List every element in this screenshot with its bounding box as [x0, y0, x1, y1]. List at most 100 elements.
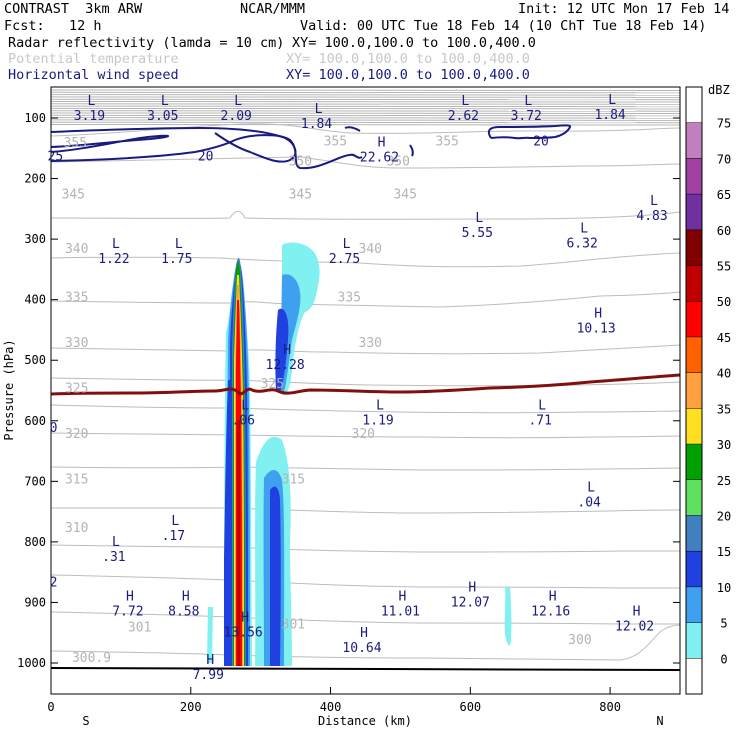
extremum-type: H	[283, 343, 291, 358]
colorbar-label: 10	[717, 581, 731, 595]
theta-label: 340	[359, 242, 382, 257]
extremum-type: L	[88, 94, 96, 109]
theta-contours	[51, 123, 680, 661]
extremum-value: 12.28	[266, 358, 305, 373]
y-tick-label: 100	[24, 111, 46, 125]
extremum-value: 13.56	[224, 626, 263, 641]
x-tick-label: 400	[320, 700, 342, 714]
colorbar-label: 15	[717, 545, 731, 559]
colorbar-swatch	[686, 551, 702, 588]
colorbar-swatch	[686, 586, 702, 624]
extremum-value: 1.84	[301, 117, 332, 132]
theta-dense-line	[51, 110, 680, 112]
theta-label: 335	[338, 291, 361, 306]
wind-label: 0	[50, 421, 58, 436]
extremum-value: 12.02	[615, 620, 654, 635]
x-tick-label: 200	[180, 700, 202, 714]
theta-label: 315	[282, 472, 305, 487]
theta-label-group: 355 355 355 350 350 345 345 345 340 340 335 335 330 3…	[61, 134, 591, 666]
extremum-value: 1.19	[362, 414, 393, 429]
theta-dense-line	[51, 123, 680, 126]
model-title: CONTRAST 3km ARW	[4, 1, 143, 17]
center-label: NCAR/MMM	[240, 1, 306, 17]
theta-dense-line	[51, 100, 680, 103]
extremum-type: H	[633, 605, 641, 620]
extremum-type: L	[376, 399, 384, 414]
south-label: S	[82, 714, 89, 728]
extremum-type: L	[112, 237, 120, 252]
theta-label: 345	[61, 188, 84, 203]
colorbar-swatch	[686, 194, 702, 231]
colorbar-label: 35	[717, 402, 731, 416]
colorbar-label: 50	[717, 295, 731, 309]
extremum-value: 1.84	[594, 108, 625, 123]
colorbar-swatch	[686, 408, 702, 445]
echo-lower-blue	[270, 486, 281, 666]
y-tick-label: 700	[24, 474, 46, 488]
theta-dense-line	[51, 96, 680, 98]
colorbar-label: 5	[720, 617, 727, 631]
field-xy-reflectivity: XY= 100.0,100.0 to 100.0,400.0	[292, 35, 536, 51]
extremum-type: L	[343, 237, 351, 252]
colorbar-swatch	[686, 372, 702, 409]
theta-label: 355	[324, 134, 347, 149]
theta-dense-line	[51, 117, 680, 119]
colorbar-swatch	[686, 229, 702, 267]
zero-wind-contour	[51, 373, 680, 396]
theta-label: 330	[359, 336, 382, 351]
y-tick-label: 400	[24, 293, 46, 307]
field-label-reflectivity: Radar reflectivity (lamda = 10 cm)	[8, 35, 285, 51]
y-tick-label: 600	[24, 414, 46, 428]
extremum-value: 3.19	[74, 109, 105, 124]
extremum-value: 6.32	[566, 236, 597, 251]
extremum-type: H	[378, 135, 386, 150]
colorbar-label: 45	[717, 331, 731, 345]
x-tick-label: 600	[459, 700, 481, 714]
theta-label: 350	[289, 154, 312, 169]
colorbar-label: 30	[717, 438, 731, 452]
extremum-type: H	[549, 589, 557, 604]
theta-label: 320	[65, 427, 88, 442]
extremum-value: 2.75	[329, 252, 360, 267]
colorbar-label: 75	[717, 117, 731, 131]
wind-label-group: 25 20 20 0 2	[48, 134, 549, 590]
extremum-value: 10.13	[577, 322, 616, 337]
extremum-type: H	[594, 307, 602, 322]
extremum-type: L	[524, 94, 532, 109]
extremum-value: .31	[102, 550, 125, 565]
echo-cyan-left	[207, 607, 213, 663]
extremum-type: L	[112, 535, 120, 550]
wind-label: 20	[198, 150, 214, 165]
extremum-type: L	[241, 399, 249, 414]
extremum-value: 11.01	[381, 604, 420, 619]
extremum-type: H	[206, 653, 214, 668]
extremum-value: .71	[528, 414, 551, 429]
colorbar-swatch	[686, 658, 702, 695]
theta-label: 335	[65, 291, 88, 306]
colorbar-label: 20	[717, 509, 731, 523]
theta-dense-contours	[51, 89, 680, 126]
theta-dense-line	[51, 107, 680, 110]
extremum-value: 2.62	[448, 109, 479, 124]
x-tick-label: 0	[47, 700, 54, 714]
extremum-type: L	[538, 399, 546, 414]
theta-label: 345	[289, 188, 312, 203]
colorbar-frame	[685, 86, 703, 695]
theta-dense-line	[51, 89, 680, 91]
theta-label: 320	[352, 427, 375, 442]
field-label-wind: Horizontal wind speed	[8, 67, 179, 83]
theta-dense-line	[51, 98, 680, 101]
theta-label: 330	[65, 336, 88, 351]
wind-label: 25	[48, 150, 64, 165]
extremum-type: H	[468, 580, 476, 595]
field-xy-theta: XY= 100.0,100.0 to 100.0,400.0	[286, 51, 530, 67]
extremum-value: .04	[577, 495, 601, 510]
theta-label: 325	[261, 377, 284, 392]
extremum-type: L	[475, 211, 483, 226]
ground-line	[51, 667, 680, 671]
x-axis: 0 200 400 600 800	[47, 687, 621, 714]
colorbar-swatch	[686, 479, 702, 516]
